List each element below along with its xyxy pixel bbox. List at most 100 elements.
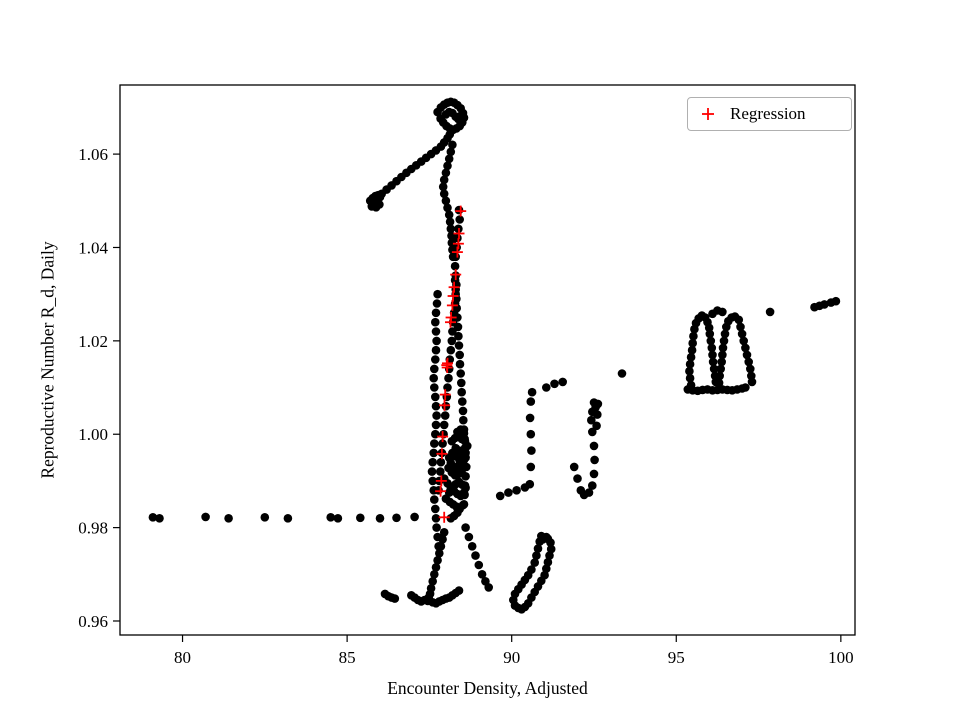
data-point (447, 436, 457, 446)
data-point (736, 322, 745, 332)
data-point (410, 512, 419, 522)
data-point (455, 359, 465, 369)
data-point (392, 513, 401, 523)
data-point (569, 462, 579, 472)
data-point (471, 551, 480, 560)
data-point (459, 429, 469, 438)
data-point (477, 570, 487, 579)
data-point (587, 415, 596, 425)
data-point (446, 224, 456, 234)
y-tick-label: 0.96 (78, 612, 108, 631)
data-point (737, 329, 747, 339)
data-point (689, 331, 698, 341)
data-point (431, 514, 441, 523)
data-point (260, 513, 270, 522)
data-point (526, 429, 536, 439)
data-point (435, 549, 444, 558)
data-point (831, 296, 841, 306)
x-tick-label: 85 (339, 648, 356, 667)
legend: Regression (687, 97, 852, 131)
data-point (356, 513, 365, 523)
data-point (455, 215, 465, 224)
data-point (436, 542, 446, 551)
data-point (526, 462, 536, 472)
data-point (590, 455, 599, 465)
regression-markers (435, 205, 467, 523)
data-point (390, 594, 400, 603)
data-point (550, 379, 559, 389)
data-point (716, 364, 725, 374)
data-point (454, 205, 464, 215)
data-point (433, 556, 442, 565)
data-point (375, 200, 384, 209)
data-point (461, 448, 470, 458)
data-point (589, 469, 599, 479)
data-point (685, 366, 694, 376)
data-point (504, 488, 513, 497)
data-point (558, 377, 567, 387)
data-point (431, 355, 440, 364)
data-point (432, 411, 441, 420)
data-point (439, 189, 449, 199)
data-point (573, 474, 582, 483)
data-point (461, 523, 470, 532)
data-point (432, 336, 441, 346)
data-point (746, 364, 755, 374)
data-point (446, 147, 456, 157)
data-point (431, 504, 440, 514)
data-point (685, 359, 695, 369)
data-point (457, 378, 466, 388)
data-point (584, 488, 594, 497)
data-point (588, 427, 597, 437)
data-point (432, 523, 441, 532)
data-point (148, 513, 158, 522)
x-tick-label: 90 (503, 648, 520, 667)
data-point (542, 383, 551, 392)
data-point (741, 383, 750, 392)
data-point (430, 495, 439, 504)
data-point (686, 380, 696, 390)
data-point (444, 463, 453, 473)
data-point (436, 467, 445, 476)
data-point (687, 345, 697, 355)
data-point (432, 299, 442, 308)
data-point (742, 350, 752, 360)
data-point (525, 479, 535, 489)
data-point (741, 343, 750, 353)
data-point (715, 371, 724, 381)
data-point (708, 357, 718, 367)
data-point (589, 398, 599, 407)
data-point (734, 315, 744, 325)
data-point (617, 369, 627, 378)
y-tick-label: 0.98 (78, 519, 108, 538)
data-point (454, 341, 464, 350)
data-point (431, 345, 441, 355)
data-point (718, 343, 728, 353)
y-tick-label: 1.06 (78, 145, 108, 164)
data-point (441, 168, 451, 178)
data-point (484, 583, 494, 592)
data-point (527, 446, 536, 455)
data-point (706, 336, 716, 346)
data-point (430, 439, 439, 448)
regression-plus-icon (701, 107, 715, 121)
data-point (446, 514, 456, 523)
data-point (592, 421, 601, 431)
data-point (545, 551, 554, 560)
data-point (532, 551, 541, 560)
data-point (441, 196, 451, 206)
legend-label: Regression (730, 104, 806, 123)
y-tick-label: 1.00 (78, 425, 108, 444)
data-point (445, 130, 455, 139)
data-point (453, 313, 462, 322)
x-tick-label: 80 (174, 648, 191, 667)
data-point (543, 557, 553, 567)
data-point (429, 373, 439, 383)
data-point (445, 217, 455, 227)
data-point (546, 544, 556, 554)
data-point (333, 514, 343, 523)
data-point (446, 345, 456, 355)
data-point (436, 457, 446, 467)
data-point (431, 308, 441, 318)
